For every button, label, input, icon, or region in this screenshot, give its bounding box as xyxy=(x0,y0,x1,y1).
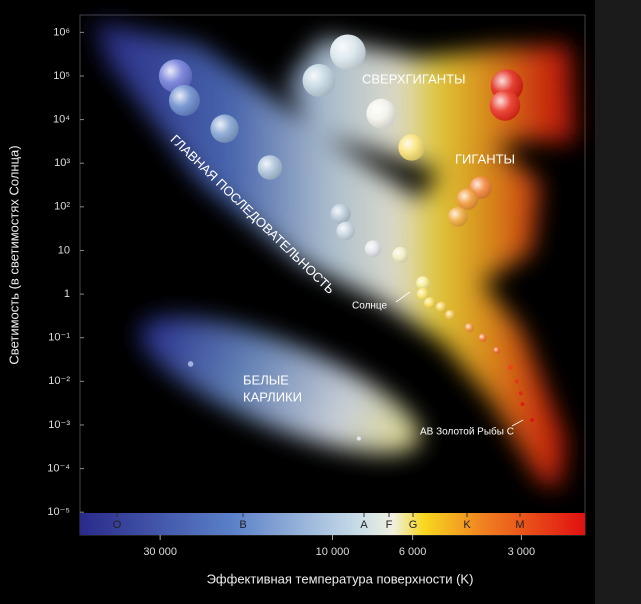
star-shine xyxy=(493,347,501,354)
x-tick-label: 30 000 xyxy=(143,546,177,558)
y-tick-label: 1 xyxy=(64,288,70,300)
star-shine xyxy=(392,246,409,263)
star-shine xyxy=(330,34,366,71)
star-shine xyxy=(398,134,425,161)
star-shine xyxy=(210,114,239,143)
star-shine xyxy=(478,333,487,342)
star-shine xyxy=(168,84,200,116)
star-shine xyxy=(464,323,474,333)
y-tick-label: 10⁻³ xyxy=(48,419,70,431)
annotation: СВЕРХГИГАНТЫ xyxy=(362,71,466,86)
white-dwarf-glow xyxy=(140,316,420,454)
spectral-class: F xyxy=(386,519,393,531)
spectral-class: B xyxy=(239,519,246,531)
star-shine xyxy=(330,203,351,224)
annotation: БЕЛЫЕ xyxy=(243,372,289,387)
star-shine xyxy=(366,98,397,129)
spectral-class: M xyxy=(515,519,524,531)
annotation: КАРЛИКИ xyxy=(243,389,302,404)
star-shine xyxy=(489,90,521,121)
stars xyxy=(158,34,535,441)
y-tick-label: 10³ xyxy=(54,157,70,169)
star xyxy=(520,402,525,407)
y-tick-label: 10⁵ xyxy=(53,70,70,82)
y-tick-label: 10⁻⁴ xyxy=(47,462,70,474)
star-shine xyxy=(158,59,193,93)
y-tick-label: 10² xyxy=(54,201,70,213)
star-shine xyxy=(424,297,436,309)
y-tick-label: 10⁻² xyxy=(48,375,70,387)
star xyxy=(187,361,194,367)
star xyxy=(508,364,514,370)
spectral-bar xyxy=(80,513,585,535)
star-shine xyxy=(435,301,447,313)
y-tick-label: 10⁴ xyxy=(53,114,70,126)
y-tick-label: 10⁻⁵ xyxy=(47,506,70,518)
star-shine xyxy=(416,287,430,301)
star-shine xyxy=(445,309,456,321)
y-tick-label: 10⁻¹ xyxy=(48,332,70,344)
star-shine xyxy=(416,276,430,290)
pointer xyxy=(511,419,524,427)
star-shine xyxy=(257,155,283,180)
x-axis-title: Эффективная температура поверхности (K) xyxy=(207,571,474,586)
star-shine xyxy=(364,240,382,257)
spectral-class: G xyxy=(409,519,418,531)
y-axis-title: Светимость (в светимостях Солнца) xyxy=(6,145,21,364)
x-tick-label: 6 000 xyxy=(399,546,427,558)
star xyxy=(518,391,523,396)
giant-glow xyxy=(400,150,540,300)
star-shine xyxy=(336,221,355,241)
y-tick-label: 10⁶ xyxy=(53,26,70,38)
star-shine xyxy=(456,188,479,210)
spectral-class: A xyxy=(360,519,368,531)
main-sequence-glow xyxy=(95,22,566,488)
spectral-class: O xyxy=(113,519,122,531)
x-tick-label: 3 000 xyxy=(508,546,536,558)
y-tick-label: 10 xyxy=(58,244,70,256)
star xyxy=(530,417,535,422)
star-shine xyxy=(447,206,468,227)
annotation: AB Золотой Рыбы C xyxy=(420,426,514,438)
pointer xyxy=(395,291,411,303)
x-tick-label: 10 000 xyxy=(316,546,350,558)
star-shine xyxy=(302,64,336,97)
annotation: Солнце xyxy=(352,301,388,312)
star xyxy=(356,436,361,441)
spectral-class: K xyxy=(463,519,471,531)
star xyxy=(514,379,519,384)
annotation: ГИГАНТЫ xyxy=(455,151,515,166)
